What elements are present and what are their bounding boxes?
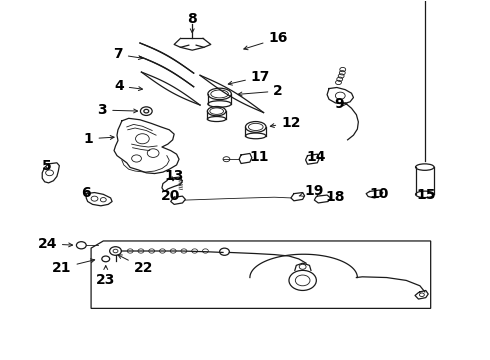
Text: 10: 10 xyxy=(369,186,389,201)
Text: 11: 11 xyxy=(250,150,270,164)
Text: 8: 8 xyxy=(187,12,197,33)
Text: 22: 22 xyxy=(118,255,153,275)
Text: 18: 18 xyxy=(326,190,345,204)
Text: 24: 24 xyxy=(37,237,73,251)
Text: 2: 2 xyxy=(238,84,283,98)
Text: 7: 7 xyxy=(113,48,143,62)
Text: 16: 16 xyxy=(244,31,288,50)
Text: 20: 20 xyxy=(161,189,180,203)
Text: 3: 3 xyxy=(98,103,138,117)
Text: 12: 12 xyxy=(270,116,301,130)
Text: 5: 5 xyxy=(42,159,52,173)
Text: 14: 14 xyxy=(306,150,325,164)
Text: 23: 23 xyxy=(96,266,116,287)
Text: 15: 15 xyxy=(416,188,436,202)
Text: 17: 17 xyxy=(228,70,270,85)
Text: 9: 9 xyxy=(334,97,347,111)
Text: 13: 13 xyxy=(164,170,184,183)
Text: 21: 21 xyxy=(52,259,95,275)
Text: 4: 4 xyxy=(114,79,143,93)
Text: 1: 1 xyxy=(84,132,114,146)
Text: 6: 6 xyxy=(81,185,91,199)
Text: 19: 19 xyxy=(299,184,324,198)
